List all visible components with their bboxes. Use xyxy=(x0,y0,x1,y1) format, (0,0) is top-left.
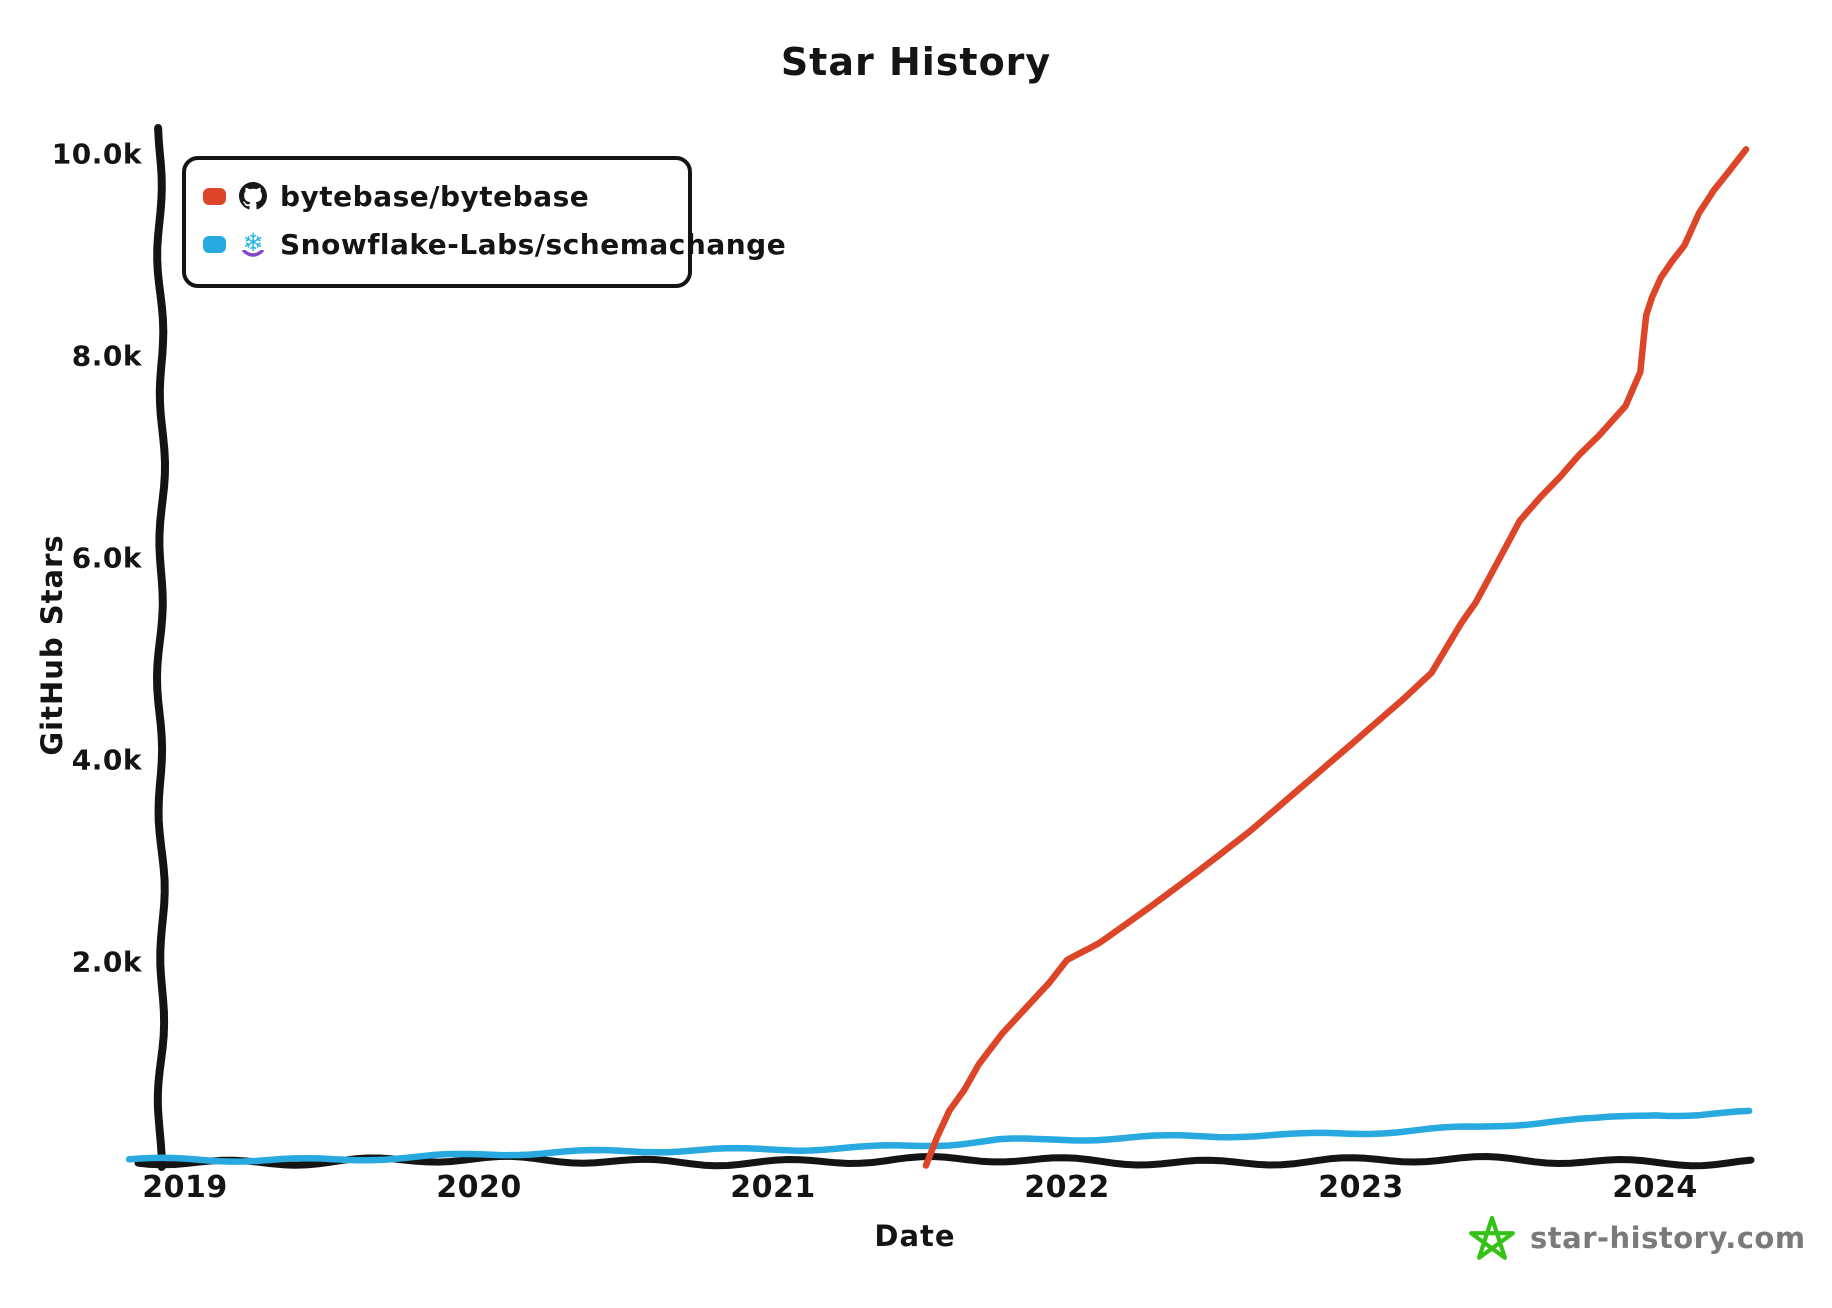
y-tick-label: 6.0k xyxy=(71,541,142,575)
github-icon xyxy=(239,182,267,210)
y-axis-line xyxy=(153,124,169,1171)
watermark: star-history.com xyxy=(1468,1214,1806,1262)
y-tick-label: 8.0k xyxy=(71,339,142,373)
legend-label-schemachange: Snowflake-Labs/schemachange xyxy=(280,227,787,261)
watermark-text: star-history.com xyxy=(1530,1221,1806,1255)
y-tick-label: 2.0k xyxy=(71,945,142,979)
snowflake-icon-glyph: ❄ xyxy=(242,227,264,257)
x-tick-label: 2020 xyxy=(436,1170,522,1205)
series-line-snowflake-labs-schemachange xyxy=(125,1107,1753,1165)
star-history-logo-icon xyxy=(1469,1215,1515,1260)
legend-label-bytebase: bytebase/bytebase xyxy=(280,179,590,213)
y-tick-label: 4.0k xyxy=(71,743,142,777)
x-tick-label: 2023 xyxy=(1318,1170,1404,1205)
chart-title: Star History xyxy=(780,40,1052,84)
series-swatch-schemachange xyxy=(203,235,226,253)
y-axis-title: GitHub Stars xyxy=(35,534,69,756)
snowflake-icon-arc xyxy=(242,250,264,257)
series-swatch-bytebase xyxy=(203,187,226,205)
x-tick-label: 2021 xyxy=(730,1170,816,1205)
star-icon-path xyxy=(1469,1215,1515,1260)
x-axis-title: Date xyxy=(874,1219,956,1253)
snowflake-icon: ❄ xyxy=(239,230,267,258)
legend: bytebase/bytebase ❄ Snowflake-Labs/schem… xyxy=(182,156,786,288)
x-tick-label: 2024 xyxy=(1612,1170,1698,1205)
series-line-bytebase-bytebase xyxy=(922,146,1750,1169)
legend-item-bytebase: bytebase/bytebase xyxy=(186,172,688,220)
legend-item-schemachange: ❄ Snowflake-Labs/schemachange xyxy=(186,220,786,268)
y-tick-label: 10.0k xyxy=(51,137,142,171)
github-icon-path xyxy=(239,182,267,210)
x-tick-label: 2022 xyxy=(1024,1170,1110,1205)
x-tick-label: 2019 xyxy=(142,1170,228,1205)
